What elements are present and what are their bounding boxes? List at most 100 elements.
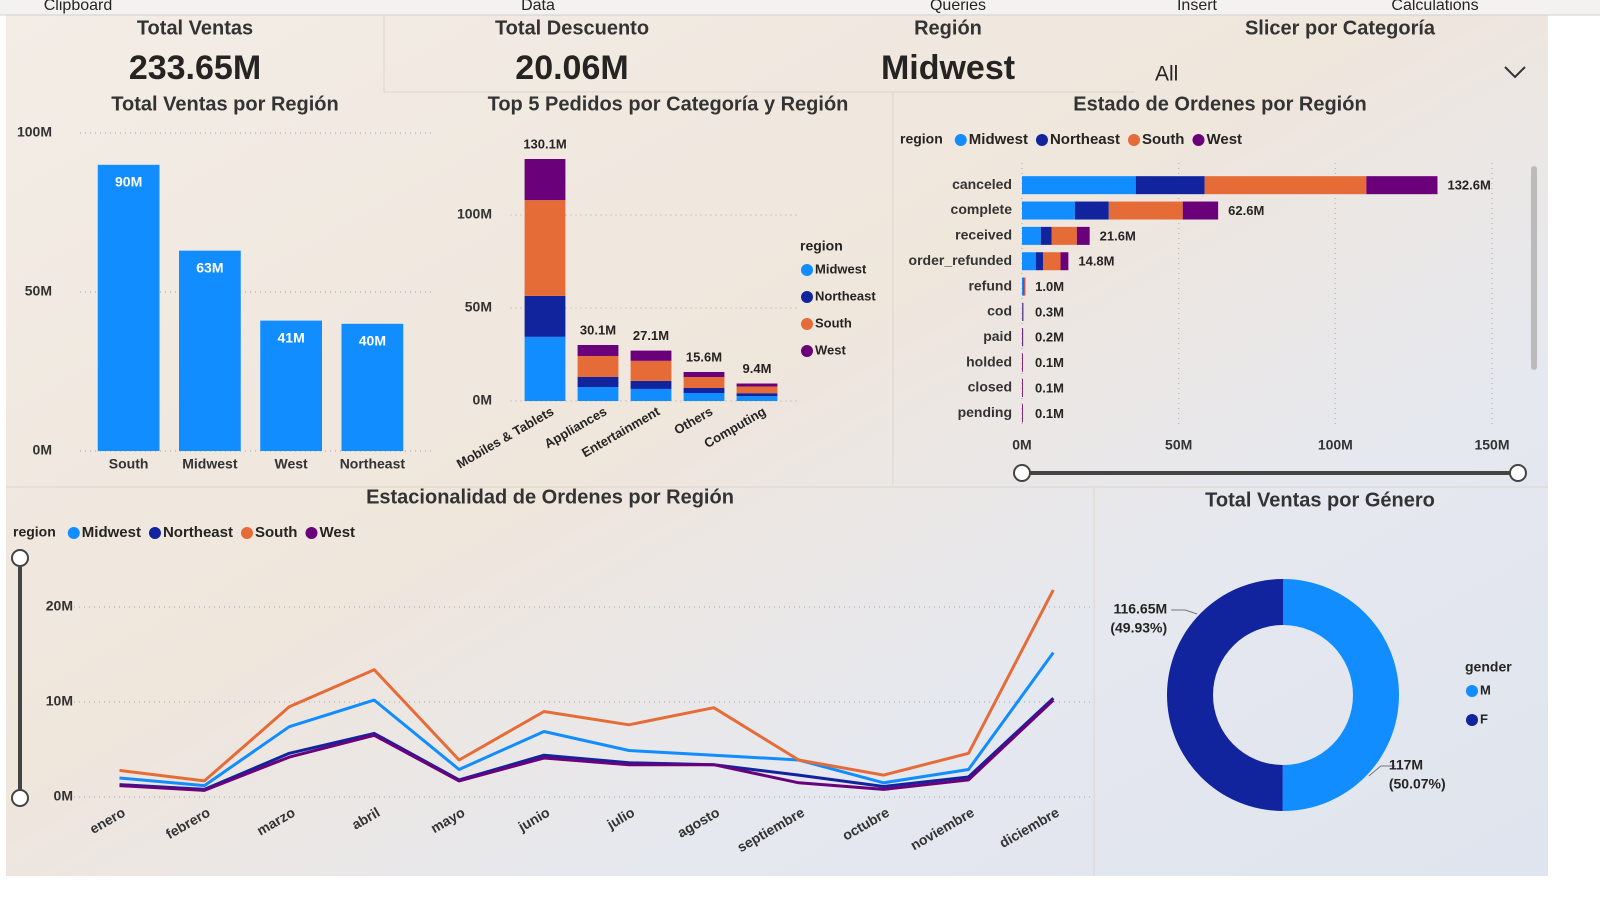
chart-title: Estacionalidad de Ordenes por Región [366, 486, 734, 508]
bar-segment [1051, 226, 1077, 245]
legend-marker [240, 527, 253, 539]
legend-marker [954, 134, 967, 146]
legend-marker [801, 318, 813, 330]
x-tick-label: Northeast [340, 456, 406, 472]
legend-title: region [800, 238, 843, 254]
data-label: (49.93%) [1110, 620, 1167, 636]
bar-segment [1022, 277, 1023, 296]
legend-marker [1466, 714, 1478, 726]
data-label: 90M [115, 174, 142, 190]
total-label: 0.3M [1035, 304, 1064, 319]
range-slider [11, 166, 1537, 807]
bar-segment [1022, 277, 1024, 296]
bar-segment [683, 377, 725, 388]
leader-line [1368, 765, 1395, 777]
ribbon-label[interactable]: Queries [930, 0, 986, 14]
total-label: 0.1M [1035, 380, 1064, 395]
data-label: (50.07%) [1389, 776, 1446, 792]
dropdown-chevron[interactable] [1504, 66, 1526, 79]
x-tick-label: South [109, 456, 149, 472]
legend-label: M [1480, 682, 1491, 697]
legend: gender MF [1465, 659, 1512, 727]
bar-segment [577, 387, 619, 401]
legend-title: gender [1465, 659, 1512, 675]
total-label: 9.4M [743, 361, 772, 376]
leader-line [1171, 609, 1198, 615]
bar-segment [524, 336, 566, 401]
total-label: 27.1M [633, 328, 669, 343]
bar-segment [1022, 353, 1023, 372]
ribbon-label[interactable]: Insert [1177, 0, 1218, 14]
chart-title: Estado de Ordenes por Región [1073, 93, 1366, 115]
legend-title: region [900, 131, 943, 147]
slider-handle[interactable] [11, 549, 29, 567]
legend: region Midwest Northeast South West [13, 524, 355, 541]
x-tick-label: 0M [1012, 437, 1031, 453]
total-label: 0.1M [1035, 355, 1064, 370]
legend-marker [801, 264, 813, 276]
bar-segment [736, 386, 778, 394]
x-tick-label: 50M [1165, 437, 1192, 453]
slicer-value[interactable]: All [1155, 63, 1178, 86]
total-label: 62.6M [1228, 203, 1264, 218]
slicer: Slicer por Categoría All [1155, 17, 1526, 86]
scrollbar[interactable] [1531, 166, 1537, 370]
bar-segment [1182, 201, 1219, 220]
slider-handle[interactable] [11, 789, 29, 807]
total-label: 21.6M [1100, 228, 1136, 243]
y-tick-label: 0M [54, 788, 73, 804]
legend-label: South [815, 315, 852, 330]
legend-label: Northeast [1050, 131, 1120, 148]
bar-segment [736, 383, 778, 387]
bar-segment [1024, 277, 1026, 296]
y-tick-label: 100M [17, 124, 52, 140]
bar [179, 250, 241, 451]
bar-segment [577, 345, 619, 356]
y-tick-label: received [955, 227, 1012, 243]
ribbon-label[interactable]: Data [521, 0, 555, 14]
y-tick-label: holded [966, 353, 1012, 369]
ribbon-label[interactable]: Clipboard [44, 0, 112, 14]
legend-label: Midwest [82, 524, 141, 541]
y-tick-label: 50M [25, 283, 52, 299]
total-label: 30.1M [580, 322, 616, 337]
total-label: 1.0M [1035, 279, 1064, 294]
bar-segment [1022, 252, 1036, 271]
x-tick-label: 150M [1474, 437, 1509, 453]
bar-segment [1042, 252, 1061, 271]
bar-segment [1366, 176, 1438, 195]
bar-segment [1060, 252, 1069, 271]
panel-borders [6, 16, 1548, 876]
data-label: 116.65M [1113, 601, 1167, 617]
data-label: 63M [196, 259, 223, 275]
line [119, 589, 1055, 783]
bar-segment [683, 371, 725, 378]
cards: Total Ventas 233.65M Total Descuento 20.… [129, 17, 1015, 87]
ribbon [0, 0, 1600, 15]
total-label: 0.1M [1035, 406, 1064, 421]
bar-segment [630, 350, 672, 361]
legend-marker [1035, 134, 1048, 146]
bar-segment [1022, 328, 1024, 347]
legend-label: F [1480, 711, 1488, 726]
data-label: 41M [278, 329, 305, 345]
y-tick-label: 50M [465, 299, 492, 315]
ribbon-labels: Clipboard Data Queries Insert Calculatio… [44, 0, 1479, 14]
chart-title: Total Ventas por Género [1205, 489, 1435, 511]
ribbon-label[interactable]: Calculations [1391, 0, 1478, 14]
slider-handle[interactable] [1509, 464, 1527, 482]
bar-segment [577, 355, 619, 378]
legend-label: West [319, 524, 355, 541]
chart-title: Total Ventas por Región [111, 93, 338, 115]
bar-segment [1023, 277, 1025, 296]
y-tick-label: complete [951, 201, 1013, 217]
card-value: Midwest [881, 49, 1015, 87]
slider-handle[interactable] [1013, 464, 1031, 482]
y-tick-label: order_refunded [909, 252, 1012, 268]
line [119, 699, 1055, 792]
bar-segment [1035, 252, 1043, 271]
donut-slice [1282, 579, 1399, 811]
y-tick-label: canceled [952, 176, 1012, 192]
bar-segment [630, 388, 672, 401]
